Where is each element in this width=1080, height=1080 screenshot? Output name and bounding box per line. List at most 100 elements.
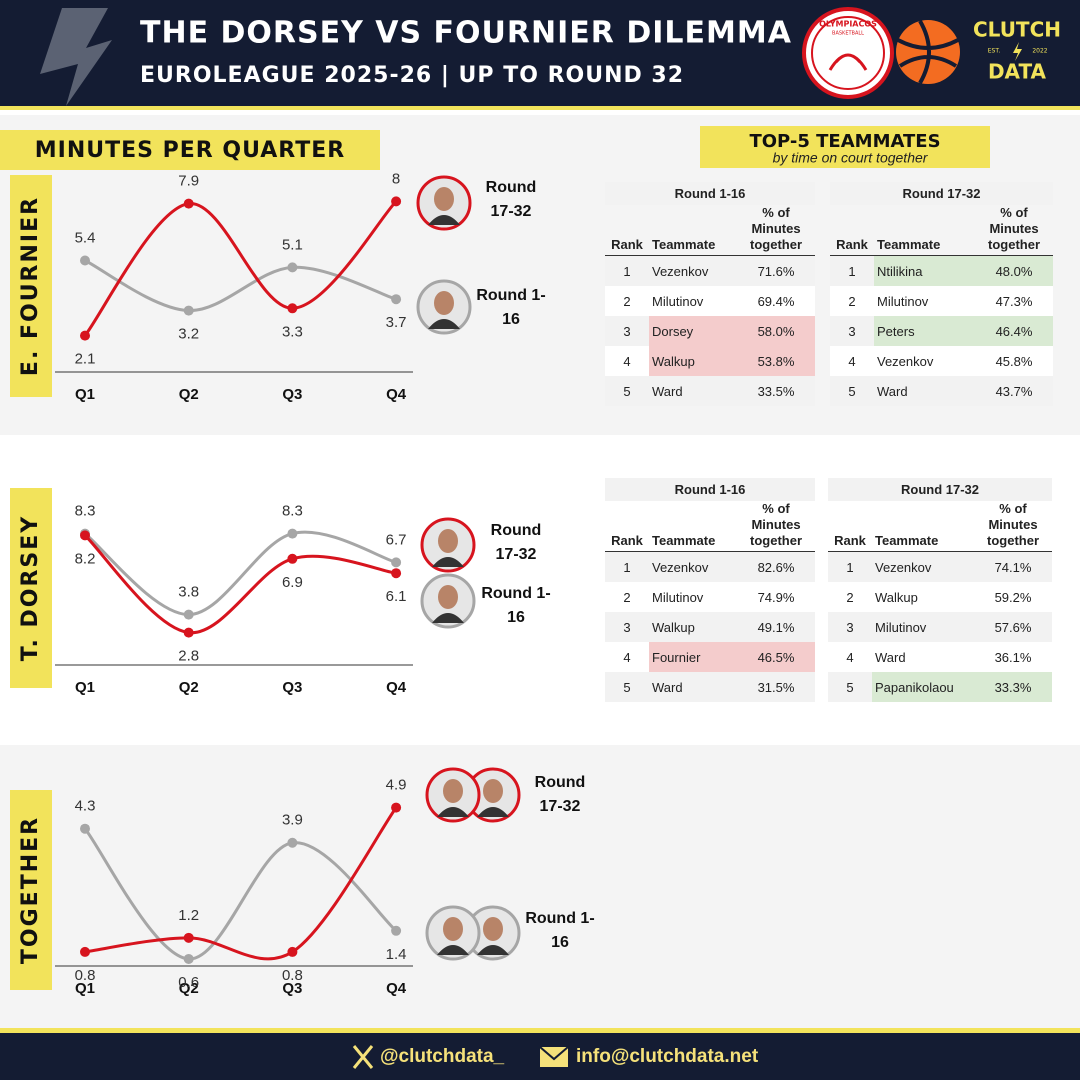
table-cell: Dorsey xyxy=(649,316,737,346)
table-cell: 71.6% xyxy=(757,263,795,279)
table-cell: 2 xyxy=(848,293,856,309)
table-title-row: Round 17-32 xyxy=(828,478,1053,501)
table-cell: Papanikolaou xyxy=(872,672,974,702)
column-header: Teammate xyxy=(874,205,975,256)
club-logo-text: OLYMPIACOS xyxy=(819,20,877,29)
table-header-row: Rank Teammate% of Minutes together xyxy=(605,501,816,552)
table-cell: Walkup xyxy=(649,346,737,376)
legend-label: Round 17-32 xyxy=(490,522,542,563)
table-row: 3 Walkup 49.1% xyxy=(605,612,816,642)
brand-est: EST. xyxy=(988,48,1001,55)
table-cell: 33.3% xyxy=(974,672,1053,702)
data-label: 5.4 xyxy=(75,229,96,246)
series-line xyxy=(83,827,398,961)
data-label: 3.3 xyxy=(282,323,303,340)
table-cell: Ward xyxy=(652,383,683,399)
table-header-row: Rank Teammate% of Minutes together xyxy=(605,205,816,256)
table-cell: 69.4% xyxy=(757,293,795,309)
table-title: Round 1-16 xyxy=(605,182,816,205)
data-label: 3.9 xyxy=(282,812,303,829)
table-cell: Vezenkov xyxy=(875,559,932,575)
table-cell: 3 xyxy=(848,323,856,339)
x-icon xyxy=(352,1045,374,1069)
series-line xyxy=(84,806,398,961)
data-point xyxy=(287,553,298,564)
data-point xyxy=(391,802,402,813)
table-row: 4 Fournier 46.5% xyxy=(605,642,816,672)
data-point xyxy=(183,305,194,316)
table-cell: 5 xyxy=(623,679,631,695)
column-header: Rank xyxy=(828,501,872,552)
club-logo-ring xyxy=(811,16,885,90)
player-label-box xyxy=(10,488,52,688)
column-header: % of Minutes together xyxy=(975,205,1054,256)
data-point xyxy=(287,303,298,314)
table-row: 4 Ward 36.1% xyxy=(828,642,1053,672)
x-tick-label: Q4 xyxy=(386,679,407,696)
player-face xyxy=(443,779,463,803)
player-body xyxy=(437,945,469,955)
table-cell: 3 xyxy=(846,619,854,635)
table-cell: Vezenkov xyxy=(652,263,709,279)
table-cell: Vezenkov xyxy=(877,353,934,369)
data-point xyxy=(80,823,90,834)
table-cell: 5 xyxy=(623,383,631,399)
data-label: 6.7 xyxy=(386,531,407,548)
brand-tag: DATA xyxy=(988,60,1047,84)
x-tick-label: Q2 xyxy=(179,386,199,403)
table-cell: 33.5% xyxy=(757,383,795,399)
data-point xyxy=(183,932,194,943)
table-header-row: Rank Teammate% of Minutes together xyxy=(830,205,1054,256)
bolt-icon xyxy=(40,8,112,106)
x-tick-label: Q3 xyxy=(282,679,302,696)
table-row: 3 Dorsey 58.0% xyxy=(605,316,816,346)
data-label: 0.8 xyxy=(75,967,96,984)
table-cell: 36.1% xyxy=(994,649,1032,665)
series-line xyxy=(83,534,397,635)
footer-email: info@clutchdata.net xyxy=(576,1046,759,1067)
table-cell: Milutinov xyxy=(877,293,929,309)
data-point xyxy=(391,294,402,305)
player-body xyxy=(437,807,469,817)
table-cell: 2 xyxy=(623,293,631,309)
teammates-table: Round 17-32 Rank Teammate% of Minutes toge… xyxy=(830,182,1054,406)
column-header: Teammate xyxy=(649,501,737,552)
player-face xyxy=(434,291,454,315)
player-body xyxy=(432,557,464,567)
table-cell: 53.8% xyxy=(737,346,816,376)
header-stripe xyxy=(0,106,1080,110)
table-row: 4 Walkup 53.8% xyxy=(605,346,816,376)
table-cell: 4 xyxy=(623,649,631,665)
player-body xyxy=(432,613,464,623)
table-cell: 43.7% xyxy=(995,383,1033,399)
data-label: 3.7 xyxy=(386,314,407,331)
data-point xyxy=(287,528,298,539)
table-cell: 45.8% xyxy=(995,353,1033,369)
club-logo xyxy=(802,7,894,99)
data-point xyxy=(287,837,298,848)
x-tick-label: Q3 xyxy=(282,980,302,997)
x-tick-label: Q4 xyxy=(386,980,407,997)
player-label: E. FOURNIER xyxy=(18,196,43,376)
table-cell: Walkup xyxy=(875,589,918,605)
data-label: 0.6 xyxy=(178,974,199,991)
data-point xyxy=(391,196,402,207)
footer-stripe xyxy=(0,1028,1080,1033)
data-label: 3.2 xyxy=(178,326,199,343)
data-label: 5.1 xyxy=(282,236,303,253)
table-cell: 48.0% xyxy=(975,255,1054,286)
column-header: Rank xyxy=(605,205,649,256)
data-point xyxy=(80,330,90,341)
data-label: 8.3 xyxy=(282,503,303,520)
player-body xyxy=(477,945,509,955)
x-tick-label: Q2 xyxy=(179,679,199,696)
player-face xyxy=(438,585,458,609)
table-cell: Milutinov xyxy=(875,619,927,635)
table-cell: Fournier xyxy=(649,642,737,672)
table-title-row: Round 17-32 xyxy=(830,182,1054,205)
x-tick-label: Q3 xyxy=(282,386,302,403)
table-cell: Ward xyxy=(652,679,683,695)
table-cell: 4 xyxy=(848,353,856,369)
